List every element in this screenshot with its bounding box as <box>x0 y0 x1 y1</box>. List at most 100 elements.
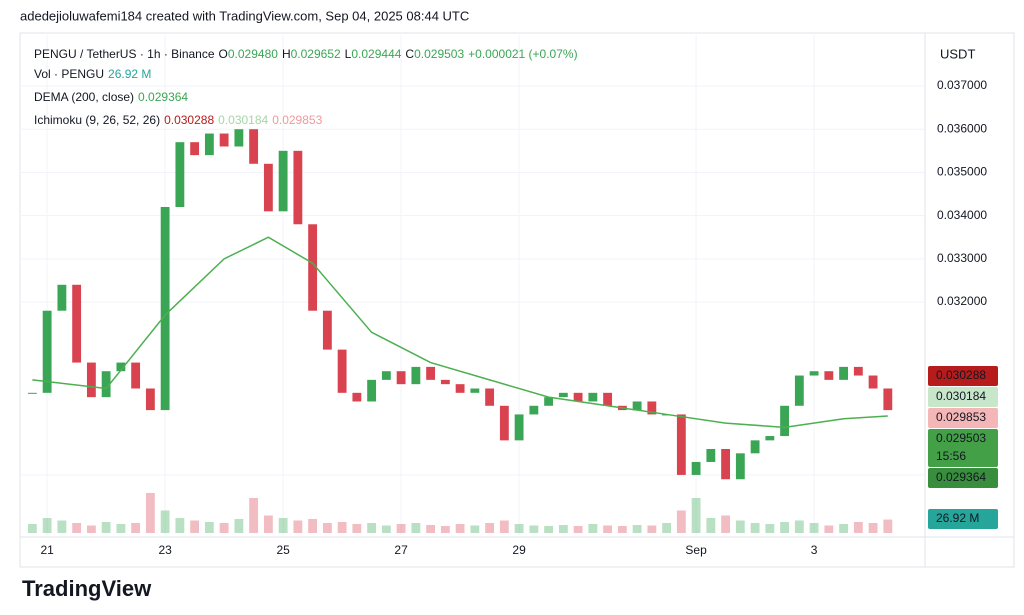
legend-dema: DEMA (200, close) 0.029364 <box>34 90 188 104</box>
legend-name: DEMA (200, close) <box>34 90 134 104</box>
volume-bar <box>499 520 509 533</box>
legend-value: 0.029652 <box>291 47 341 61</box>
volume-bar <box>72 523 82 533</box>
candle <box>676 414 686 475</box>
candle <box>647 401 657 415</box>
candle <box>131 362 141 389</box>
volume-bar <box>27 524 37 533</box>
volume-bar <box>706 518 716 533</box>
legend-value: 0.029480 <box>228 47 278 61</box>
volume-tag-label: 26.92 M <box>936 511 979 525</box>
header: adedejioluwafemi184 created with Trading… <box>20 8 469 23</box>
candle <box>809 371 819 376</box>
legend-value: 0.030288 <box>164 113 214 127</box>
legend-volume: Vol · PENGU 26.92 M <box>34 67 151 81</box>
legend-value: 26.92 M <box>108 67 151 81</box>
volume-bar <box>514 524 524 533</box>
legend-value: 0.029364 <box>138 90 188 104</box>
volume-bar <box>190 520 200 533</box>
candle <box>263 163 273 212</box>
volume-bar <box>824 525 834 533</box>
volume-bar <box>765 524 775 533</box>
candle <box>204 133 214 156</box>
volume-bar <box>57 520 67 533</box>
volume-bar <box>544 526 554 533</box>
candle <box>381 371 391 380</box>
legend-key: L <box>345 47 352 61</box>
price-tag <box>928 366 998 387</box>
volume-bar <box>278 518 288 533</box>
volume-bar <box>721 515 731 533</box>
candle <box>485 388 495 406</box>
candle <box>72 284 82 363</box>
legend-change: +0.000021 (+0.07%) <box>468 47 577 61</box>
volume-bar <box>249 498 259 533</box>
volume-bar <box>131 523 141 533</box>
price-tag-label: 0.029503 <box>936 431 986 445</box>
candle <box>426 366 436 380</box>
volume-bar <box>337 522 347 533</box>
volume-bar <box>750 523 760 533</box>
volume-bar <box>367 523 377 533</box>
legend-name: Ichimoku (9, 26, 52, 26) <box>34 113 160 127</box>
y-unit: USDT <box>940 46 975 61</box>
legend-key: H <box>282 47 291 61</box>
candle <box>352 392 362 402</box>
candle <box>499 405 509 441</box>
footer-logo: TradingView <box>22 576 152 601</box>
volume-bar <box>234 519 244 533</box>
volume-bar <box>160 510 170 533</box>
volume-bar <box>588 524 598 533</box>
volume-bar <box>632 525 642 533</box>
volume-bar <box>809 523 819 533</box>
candle <box>632 401 642 411</box>
price-tag <box>928 387 998 408</box>
candle <box>249 129 259 164</box>
volume-bar <box>396 524 406 533</box>
legend-value: 0.029503 <box>414 47 464 61</box>
volume-bar <box>263 515 273 533</box>
price-tag-label: 0.029853 <box>936 410 986 424</box>
volume-bar <box>883 519 893 533</box>
price-tag <box>928 429 998 468</box>
price-tag-label: 0.030288 <box>936 368 986 382</box>
volume-bar <box>780 522 790 533</box>
candle <box>735 453 745 480</box>
candle <box>750 440 760 454</box>
candle <box>337 349 347 393</box>
candle <box>190 142 200 156</box>
volume-bar <box>175 518 185 533</box>
x-tick-label: 29 <box>512 543 526 557</box>
candle <box>868 375 878 389</box>
candle <box>86 362 96 398</box>
candle <box>116 362 126 372</box>
volume-bar <box>735 520 745 533</box>
candle <box>529 405 539 415</box>
candle <box>367 379 377 402</box>
candle <box>145 388 155 411</box>
volume-bar <box>603 525 613 533</box>
candle <box>455 384 465 393</box>
candle <box>706 449 716 462</box>
volume-bar <box>293 520 303 533</box>
x-tick-label: Sep <box>685 543 707 557</box>
candle <box>396 371 406 385</box>
x-tick-label: 23 <box>158 543 172 557</box>
candle <box>883 388 893 411</box>
candle <box>101 371 111 398</box>
y-tick-label: 0.034000 <box>937 208 987 222</box>
candle <box>603 392 613 406</box>
volume-bar <box>219 523 229 533</box>
x-tick-label: 25 <box>276 543 290 557</box>
candle <box>57 284 67 311</box>
volume-bar <box>573 526 583 533</box>
candle <box>293 150 303 225</box>
candle <box>219 133 229 147</box>
frame <box>19 32 1015 568</box>
legend-symbol: PENGU / TetherUS · 1h · Binance O0.029480… <box>34 47 578 61</box>
price-tag <box>928 408 998 429</box>
volume-bar <box>558 525 568 533</box>
volume-bar <box>411 523 421 533</box>
volume-bar <box>485 523 495 533</box>
volume-bar <box>617 526 627 533</box>
